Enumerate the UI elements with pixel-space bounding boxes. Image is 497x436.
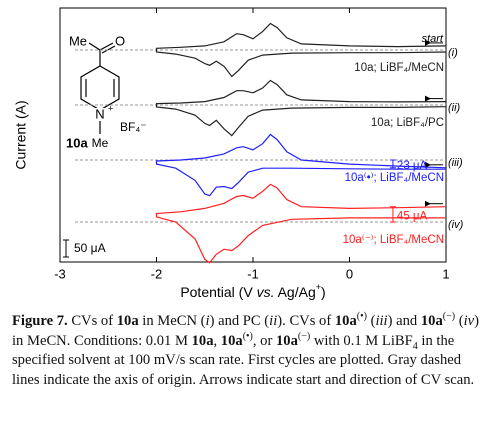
caption-run: 4: [412, 340, 418, 352]
ring: [80, 65, 120, 111]
bond: [101, 45, 116, 54]
trace-label: (i): [448, 47, 458, 59]
caption-run: Figure 7.: [12, 313, 68, 329]
caption-run: (−): [297, 330, 311, 342]
caption-run: iii: [375, 313, 388, 329]
caption-run: , or: [252, 332, 276, 349]
trace-label: (iv): [448, 219, 464, 231]
y-axis-label: Current (A): [13, 100, 29, 169]
charge: +: [108, 103, 113, 113]
caption-run: (•): [356, 311, 367, 323]
caption-run: 10a: [275, 332, 298, 349]
cv-trace: [155, 133, 447, 197]
compound-label: 10a: [66, 135, 88, 150]
legend-label: 10a; LiBF₄/MeCN: [354, 62, 444, 74]
legend-label: 10a; LiBF₄/PC: [371, 117, 444, 129]
caption: Figure 7. CVs of 10a in MeCN (i) and PC …: [12, 312, 486, 390]
caption-run: iv: [463, 313, 475, 329]
trace-label: (iii): [448, 157, 463, 169]
caption-run: 10a: [116, 313, 139, 329]
x-label-run: Potential (V: [180, 284, 256, 300]
cv-trace: [155, 183, 447, 264]
caption-run: ii: [269, 313, 278, 329]
trace-label: (ii): [448, 102, 461, 114]
x-tick-label: -2: [151, 266, 163, 281]
caption-run: CVs of: [67, 313, 117, 329]
caption-run: in the specified solvent at 100 mV/s sca…: [12, 332, 475, 388]
caption-run: ) and PC (: [209, 313, 270, 329]
caption-run: 10a: [191, 332, 214, 349]
anion: BF₄⁻: [120, 120, 147, 134]
x-tick-label: -3: [54, 266, 66, 281]
caption-run: 10a: [220, 332, 243, 349]
x-label-run: ): [321, 284, 326, 300]
caption-run: (: [366, 313, 376, 329]
caption-run: (•): [242, 330, 253, 342]
caption-run: (: [455, 313, 464, 329]
bracket-label: 23 μA: [397, 160, 428, 172]
caption-run: i: [205, 313, 210, 329]
cv-trace: [155, 22, 447, 78]
x-tick-label: 1: [442, 266, 449, 281]
atom-label: O: [115, 33, 125, 48]
x-label-run: vs.: [257, 284, 275, 300]
caption-run: 10a: [420, 313, 443, 329]
caption-run: in MeCN (: [138, 313, 206, 329]
x-label-run: Ag/Ag: [274, 284, 315, 300]
caption-run: 10a: [334, 313, 357, 329]
bond: [99, 42, 114, 51]
cv-trace: [155, 79, 447, 137]
caption-run: ) in MeCN. Conditions: 0.01 M: [12, 313, 479, 349]
x-tick-label: -1: [247, 266, 259, 281]
chart: Current (A) Potential (V vs. Ag/Ag+) sta…: [13, 7, 464, 300]
legend-label: 10a⁽⁻⁾; LiBF₄/MeCN: [343, 233, 444, 246]
scale-label: 50 μA: [74, 241, 106, 255]
x-tick-label: 0: [346, 266, 353, 281]
label-bg: [93, 108, 107, 121]
legend-label: 10a⁽•⁾; LiBF₄/MeCN: [345, 171, 444, 184]
bracket-label: 45 μA: [397, 210, 428, 222]
x-label-run: +: [316, 282, 321, 292]
x-axis-label: Potential (V vs. Ag/Ag+): [180, 282, 325, 299]
caption-run: with 0.1 M LiBF: [310, 332, 413, 349]
caption-run: (−): [442, 311, 456, 323]
caption-run: ) and: [387, 313, 421, 329]
caption-run: ,: [213, 332, 221, 349]
bond: [88, 42, 101, 51]
atom-label: Me: [69, 33, 87, 48]
caption-run: ). CVs of: [277, 313, 335, 329]
atom-label: Me: [92, 136, 109, 150]
atom-label: N: [95, 106, 104, 121]
